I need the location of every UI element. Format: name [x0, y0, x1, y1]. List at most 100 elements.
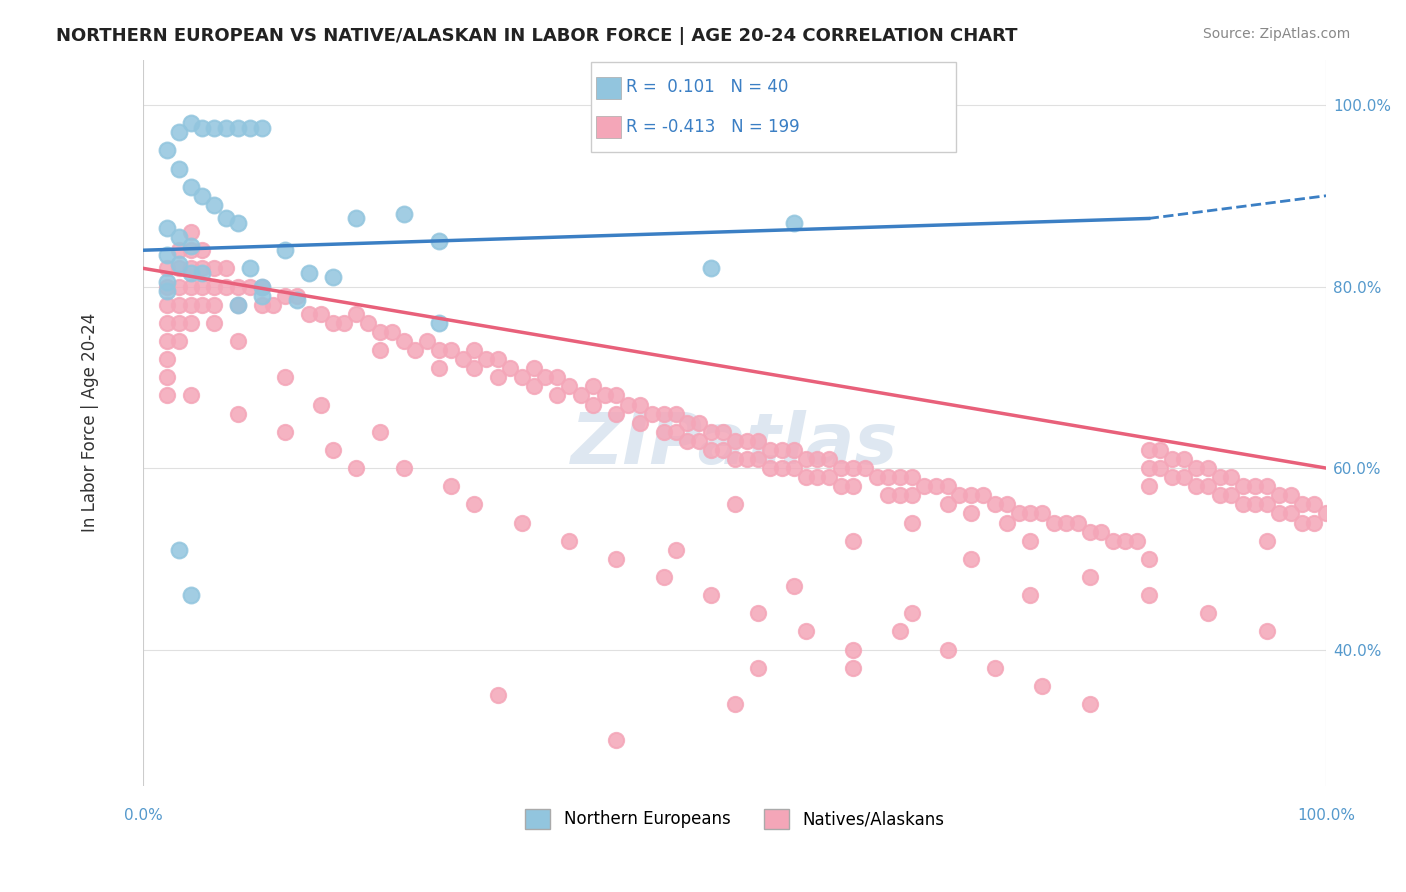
Point	[285, 293, 308, 307]
Point	[427, 234, 450, 248]
Point	[1256, 479, 1278, 493]
Point	[1078, 570, 1101, 584]
Point	[770, 461, 793, 475]
Point	[274, 244, 297, 258]
Point	[1244, 497, 1267, 511]
Point	[724, 434, 747, 448]
Point	[794, 452, 817, 467]
Point	[582, 398, 605, 412]
Point	[912, 479, 935, 493]
Point	[309, 307, 332, 321]
Point	[1220, 488, 1243, 502]
Point	[427, 343, 450, 357]
Point	[1137, 461, 1160, 475]
Point	[1315, 507, 1337, 521]
Point	[1197, 479, 1219, 493]
Point	[1149, 442, 1171, 457]
Point	[1267, 488, 1289, 502]
Point	[250, 279, 273, 293]
Point	[830, 461, 852, 475]
Point	[1007, 507, 1029, 521]
Point	[226, 334, 249, 348]
Point	[167, 161, 190, 176]
Point	[1303, 497, 1326, 511]
Point	[759, 442, 782, 457]
Point	[652, 570, 675, 584]
Point	[724, 697, 747, 711]
Point	[558, 379, 581, 393]
Point	[344, 461, 367, 475]
Point	[1078, 697, 1101, 711]
Point	[1137, 479, 1160, 493]
Point	[523, 379, 546, 393]
Point	[1244, 479, 1267, 493]
Point	[180, 116, 202, 130]
Point	[180, 388, 202, 402]
Point	[156, 298, 179, 312]
Point	[368, 325, 391, 339]
Point	[806, 470, 828, 484]
Point	[652, 407, 675, 421]
Point	[700, 425, 723, 439]
Point	[215, 211, 238, 226]
Point	[628, 416, 651, 430]
Point	[463, 361, 485, 376]
Point	[202, 120, 225, 135]
Point	[202, 198, 225, 212]
Point	[1185, 479, 1208, 493]
Point	[167, 261, 190, 276]
Point	[1043, 516, 1066, 530]
Point	[285, 288, 308, 302]
Point	[1137, 552, 1160, 566]
Point	[664, 425, 686, 439]
Point	[984, 497, 1007, 511]
Point	[605, 388, 627, 402]
Point	[960, 488, 983, 502]
Point	[180, 261, 202, 276]
Point	[180, 225, 202, 239]
Point	[191, 244, 214, 258]
Point	[250, 120, 273, 135]
Point	[948, 488, 970, 502]
Point	[794, 470, 817, 484]
Point	[1185, 461, 1208, 475]
Point	[1173, 452, 1195, 467]
Point	[925, 479, 948, 493]
Point	[180, 279, 202, 293]
Point	[156, 275, 179, 289]
Point	[1291, 516, 1313, 530]
Point	[1031, 507, 1053, 521]
Point	[1078, 524, 1101, 539]
Point	[239, 120, 262, 135]
Point	[1161, 470, 1184, 484]
Point	[995, 497, 1018, 511]
Point	[1232, 497, 1254, 511]
Point	[806, 452, 828, 467]
Point	[747, 452, 769, 467]
Point	[167, 125, 190, 139]
Point	[368, 425, 391, 439]
Point	[794, 624, 817, 639]
Point	[486, 352, 509, 367]
Point	[180, 588, 202, 602]
Point	[842, 533, 865, 548]
Point	[180, 244, 202, 258]
Point	[451, 352, 474, 367]
Point	[523, 361, 546, 376]
Point	[344, 211, 367, 226]
Point	[156, 352, 179, 367]
Point	[1256, 533, 1278, 548]
Point	[700, 588, 723, 602]
Point	[1137, 588, 1160, 602]
Point	[156, 248, 179, 262]
Point	[1220, 470, 1243, 484]
Point	[226, 216, 249, 230]
Point	[226, 298, 249, 312]
Point	[901, 470, 924, 484]
Point	[641, 407, 664, 421]
Point	[842, 661, 865, 675]
Point	[1054, 516, 1077, 530]
Point	[180, 316, 202, 330]
Point	[191, 298, 214, 312]
Point	[783, 442, 806, 457]
